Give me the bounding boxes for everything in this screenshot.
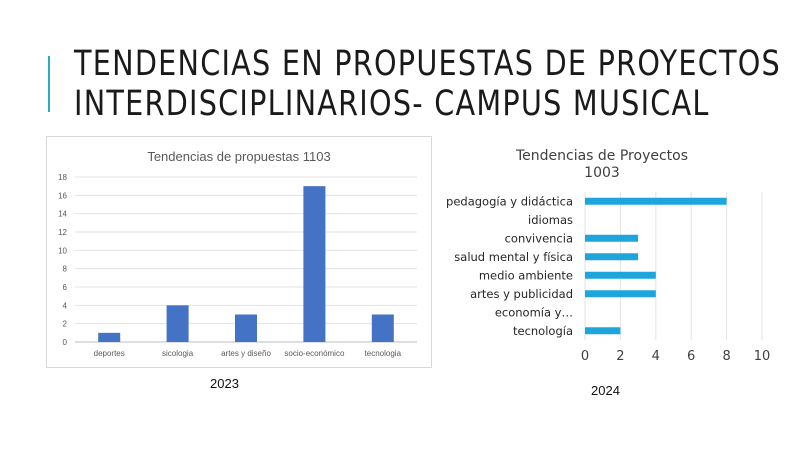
x-tick-label: artes y diseño — [221, 349, 271, 358]
bar-4 — [371, 314, 394, 342]
bar-2 — [585, 234, 639, 242]
y-tick-label: salud mental y física — [454, 250, 573, 264]
y-tick-label: 16 — [58, 191, 67, 200]
slide-title-line-1: TENDENCIAS EN PROPUESTAS DE PROYECTOS — [74, 44, 782, 84]
x-tick-label: 0 — [581, 349, 589, 364]
bar-5 — [585, 290, 656, 298]
chart-title: Tendencias de propuestas 1103 — [147, 149, 330, 164]
chart-2023-panel: Tendencias de propuestas 1103 0 2 4 6 8 10 12 14… — [46, 136, 432, 368]
y-tick-label: economía y… — [495, 305, 573, 319]
y-tick-label: artes y publicidad — [470, 287, 573, 301]
bar-4 — [585, 271, 656, 279]
year-label-2024: 2024 — [591, 383, 620, 398]
x-tick-label: 8 — [722, 349, 730, 364]
bar-0 — [585, 197, 727, 205]
chart-2023: Tendencias de propuestas 1103 0 2 4 6 8 10 12 14… — [58, 149, 417, 358]
y-tick-label: medio ambiente — [479, 268, 573, 282]
y-tick-label: 12 — [58, 228, 67, 237]
y-tick-label: 14 — [58, 210, 67, 219]
y-tick-label: 0 — [63, 338, 68, 347]
slide-title-line-2: INTERDISCIPLINARIOS- CAMPUS MUSICAL — [74, 84, 710, 124]
y-tick-label: pedagogía y didáctica — [446, 194, 573, 208]
x-tick-label: 2 — [616, 349, 624, 364]
x-tick-label: sicologia — [162, 349, 194, 358]
x-tick-label: 4 — [652, 349, 660, 364]
y-tick-label: convivencia — [505, 231, 573, 245]
y-tick-label: 4 — [63, 301, 68, 310]
chart-title-line-2: 1003 — [584, 165, 620, 181]
chart-2024-panel: Tendencias de Proyectos 1003 0 2 4 6 8 10 pedago… — [420, 140, 800, 375]
y-tick-label: 6 — [63, 283, 68, 292]
chart-title-line-1: Tendencias de Proyectos — [515, 148, 688, 164]
y-tick-label: 18 — [58, 173, 67, 182]
title-accent-bar — [48, 56, 50, 112]
x-tick-label: 6 — [687, 349, 695, 364]
x-tick-label: deportes — [94, 349, 125, 358]
y-tick-label: idiomas — [528, 213, 573, 227]
bar-7 — [585, 327, 621, 335]
slide-title: TENDENCIAS EN PROPUESTAS DE PROYECTOS IN… — [74, 44, 782, 124]
x-tick-label: 10 — [754, 349, 771, 364]
year-label-2023: 2023 — [210, 376, 239, 391]
y-tick-label: 8 — [63, 265, 68, 274]
x-tick-label: socio-económico — [284, 349, 345, 358]
bar-3 — [303, 186, 326, 342]
y-tick-label: 10 — [58, 246, 67, 255]
bar-0 — [98, 332, 121, 342]
y-tick-label: tecnología — [513, 324, 573, 338]
bar-1 — [166, 305, 189, 342]
y-tick-label: 2 — [63, 320, 68, 329]
bar-3 — [585, 253, 639, 261]
x-tick-label: tecnologia — [365, 349, 402, 358]
bar-2 — [235, 314, 257, 342]
